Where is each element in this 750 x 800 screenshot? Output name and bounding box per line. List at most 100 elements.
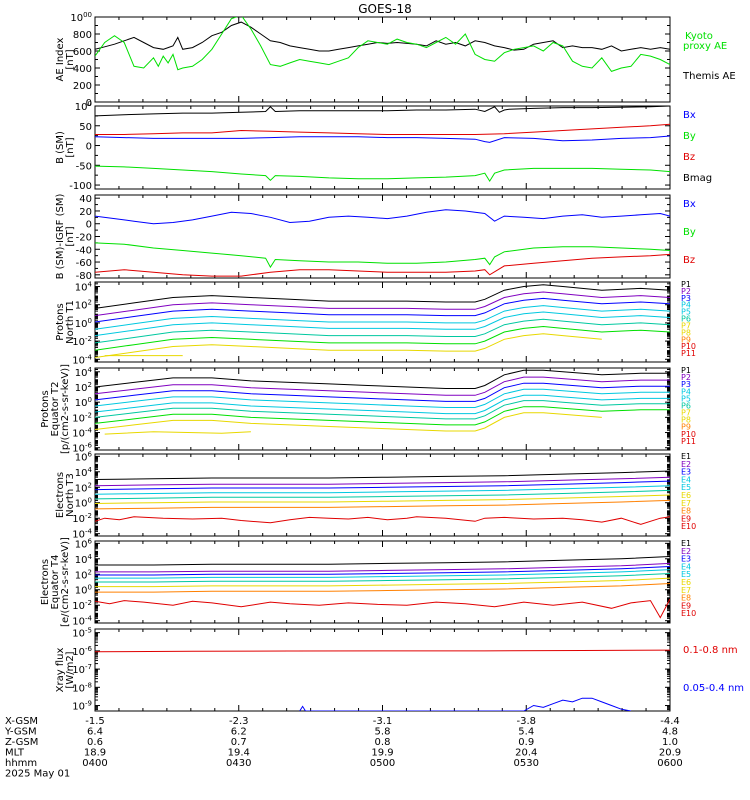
- y-tick-label: 10-7: [72, 663, 92, 676]
- y-tick-label: 10-2: [72, 335, 92, 348]
- x-row-value: -1.5: [85, 716, 105, 727]
- legend-label: E6: [681, 491, 691, 500]
- y-tick-label: 400: [73, 64, 92, 75]
- series-line-e4: [95, 485, 670, 495]
- legend-label: Bx: [683, 199, 696, 210]
- y-tick-label: 102: [75, 568, 92, 581]
- legend-label: P6: [681, 401, 691, 410]
- legend-label: E7: [681, 586, 691, 595]
- legend-label: E3: [681, 468, 691, 477]
- y-tick-label: 104: [75, 366, 93, 379]
- y-tick-label: -100: [69, 181, 92, 192]
- series-line-bz: [95, 253, 670, 277]
- series-line-e1: [95, 556, 670, 566]
- x-row-value: 6.4: [87, 727, 103, 738]
- y-tick-label: 10-2: [72, 512, 92, 525]
- legend-label: E4: [681, 562, 691, 571]
- series-line-p3: [95, 297, 670, 323]
- series-line-e9: [95, 516, 670, 525]
- x-row-value: 5.8: [375, 727, 391, 738]
- panel-pet2: 10-6 10-4 10-2 100 102 104 ProtonsEquator T2[p…: [40, 364, 696, 455]
- series-line-p4: [95, 388, 670, 408]
- series-group: [95, 284, 670, 358]
- legend-label: P7: [681, 409, 691, 418]
- series-line-p2: [95, 376, 670, 396]
- legend: Bx By Bz Bmag: [683, 110, 712, 184]
- legend-label: Bz: [683, 152, 695, 163]
- panel-ae: 0 200 400 600 800 1000 AE Index[nT] Kyotoproxy …: [55, 11, 736, 109]
- legend-label: E1: [681, 539, 691, 548]
- series-group: [95, 209, 670, 277]
- x-row-value: -2.3: [229, 716, 249, 727]
- series-line-e2: [95, 476, 670, 487]
- legend-label: E2: [681, 460, 691, 469]
- y-tick-label: 0: [86, 220, 92, 231]
- series-line-by: [95, 165, 670, 183]
- series-line-e6: [95, 494, 670, 504]
- series-line-p8: [95, 412, 602, 432]
- legend-label: E2: [681, 547, 691, 556]
- y-tick-label: 106: [75, 450, 93, 463]
- legend-label: P5: [681, 308, 691, 317]
- y-tick-label: 20: [79, 207, 92, 218]
- series-line-e9: [95, 598, 670, 619]
- legend-label: E8: [681, 507, 691, 516]
- y-tick-label: 200: [73, 81, 92, 92]
- x-row-value: 0.9: [518, 737, 534, 748]
- series-line-kyoto-proxy-ae: [95, 17, 670, 72]
- legend-label: E9: [681, 514, 691, 523]
- x-row-value: 0600: [657, 758, 682, 769]
- x-row-value: -4.4: [660, 716, 680, 727]
- legend: 0.1-0.8 nm 0.05-0.4 nm: [683, 645, 744, 694]
- y-tick-label: -80: [76, 271, 92, 282]
- legend-label: P1: [681, 280, 691, 289]
- x-row-value: 0530: [514, 758, 539, 769]
- y-tick-label: 106: [75, 537, 93, 550]
- series-line-e7: [95, 583, 670, 593]
- series-line-bmag: [95, 106, 670, 117]
- y-tick-label: 100: [75, 396, 92, 409]
- x-row-value: 0.6: [87, 737, 103, 748]
- series-line-e7: [95, 499, 670, 510]
- y-tick-label: 10-4: [72, 528, 92, 541]
- y-tick-label: 1000: [70, 11, 92, 24]
- series-line-e5: [95, 489, 670, 500]
- legend-label: P10: [681, 342, 696, 351]
- series-line-e3: [95, 480, 670, 491]
- series-group: [95, 106, 670, 183]
- x-row-value: 19.9: [371, 748, 393, 759]
- legend-label: E5: [681, 570, 691, 579]
- series-line-e3: [95, 566, 670, 576]
- legend-label: E8: [681, 594, 691, 603]
- panel-xray: 10-9 10-8 10-7 10-6 10-5 Xray flux[W/m2] 0.1-0…: [55, 627, 744, 713]
- series-line-themis-ae: [95, 21, 670, 52]
- series-line-p7: [95, 325, 670, 351]
- y-tick-label: 10-2: [72, 411, 92, 424]
- legend-label: E10: [681, 609, 696, 618]
- x-row-value: 6.2: [231, 727, 247, 738]
- legend-label: P9: [681, 335, 691, 344]
- x-row-value: 4.8: [662, 727, 678, 738]
- series-group: [95, 369, 670, 435]
- legend-label: E1: [681, 452, 691, 461]
- panel-frame: [94, 453, 671, 537]
- x-row-label: X-GSM: [5, 716, 38, 727]
- series-group: [95, 556, 670, 619]
- x-row-label: Y-GSM: [4, 727, 37, 738]
- y-axis-label: ElectronsEquator T4[e/(cm2-s-sr-keV)]: [40, 537, 71, 627]
- y-tick-label: 100: [75, 497, 92, 510]
- legend-label: 0.1-0.8 nm: [683, 645, 738, 656]
- y-tick-label: 104: [75, 553, 93, 566]
- legend-label: P3: [681, 294, 691, 303]
- legend-label: E3: [681, 555, 691, 564]
- legend-label: P8: [681, 416, 691, 425]
- legend-label: E4: [681, 475, 691, 484]
- y-tick-label: 50: [79, 122, 92, 133]
- legend-label: Bx: [683, 110, 696, 121]
